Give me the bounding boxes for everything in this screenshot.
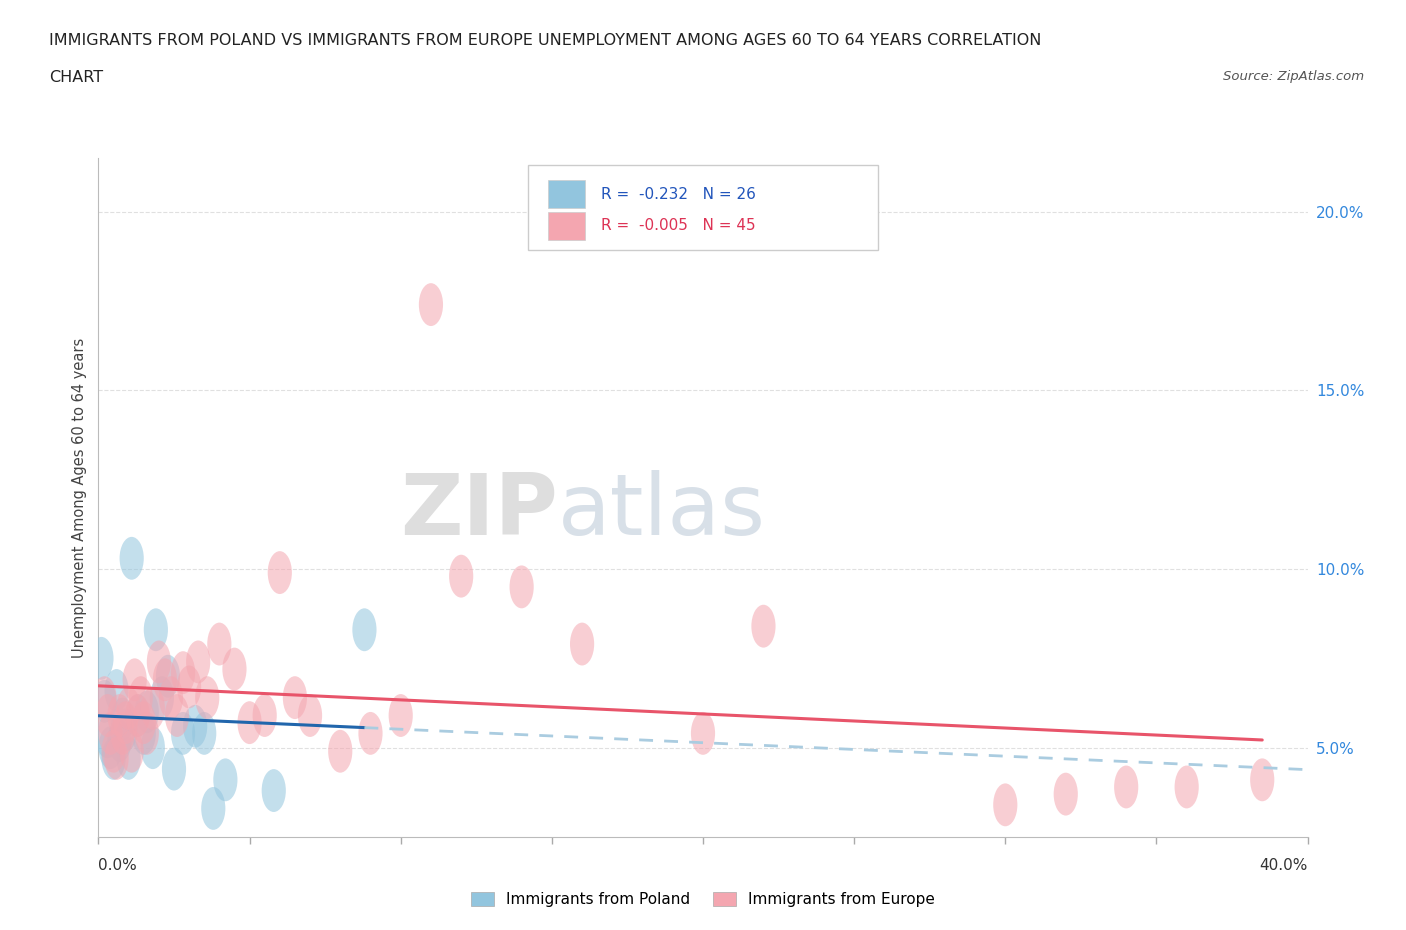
Y-axis label: Unemployment Among Ages 60 to 64 years: Unemployment Among Ages 60 to 64 years — [72, 338, 87, 658]
Bar — [548, 212, 585, 240]
Ellipse shape — [93, 680, 117, 723]
Ellipse shape — [98, 712, 122, 755]
Ellipse shape — [690, 712, 716, 755]
Ellipse shape — [262, 769, 285, 812]
Legend: Immigrants from Poland, Immigrants from Europe: Immigrants from Poland, Immigrants from … — [465, 885, 941, 913]
FancyBboxPatch shape — [527, 165, 879, 250]
Ellipse shape — [159, 676, 183, 719]
Ellipse shape — [1250, 758, 1274, 802]
Ellipse shape — [267, 551, 292, 594]
Ellipse shape — [388, 694, 413, 737]
Ellipse shape — [353, 608, 377, 651]
Ellipse shape — [107, 719, 132, 762]
Ellipse shape — [359, 712, 382, 755]
Ellipse shape — [195, 676, 219, 719]
Ellipse shape — [165, 694, 188, 737]
Ellipse shape — [120, 730, 143, 773]
Ellipse shape — [111, 712, 135, 755]
Ellipse shape — [449, 554, 474, 598]
Ellipse shape — [1114, 765, 1139, 808]
Ellipse shape — [141, 726, 165, 769]
Ellipse shape — [135, 690, 159, 734]
Ellipse shape — [117, 737, 141, 780]
Ellipse shape — [153, 658, 177, 701]
Text: 0.0%: 0.0% — [98, 857, 138, 872]
Ellipse shape — [111, 698, 135, 740]
Ellipse shape — [183, 705, 207, 748]
Ellipse shape — [146, 641, 172, 684]
Ellipse shape — [156, 655, 180, 698]
Ellipse shape — [177, 666, 201, 709]
Ellipse shape — [298, 694, 322, 737]
Ellipse shape — [107, 694, 132, 737]
Ellipse shape — [90, 637, 114, 680]
Ellipse shape — [207, 622, 232, 666]
Ellipse shape — [104, 669, 129, 712]
Ellipse shape — [122, 658, 146, 701]
Ellipse shape — [193, 712, 217, 755]
Ellipse shape — [104, 737, 129, 780]
Ellipse shape — [238, 701, 262, 744]
Ellipse shape — [125, 694, 150, 737]
Text: 40.0%: 40.0% — [1260, 857, 1308, 872]
Ellipse shape — [569, 622, 595, 666]
Ellipse shape — [135, 712, 159, 755]
Ellipse shape — [132, 712, 156, 755]
Ellipse shape — [150, 676, 174, 719]
Ellipse shape — [114, 701, 138, 744]
Ellipse shape — [1174, 765, 1199, 808]
Text: IMMIGRANTS FROM POLAND VS IMMIGRANTS FROM EUROPE UNEMPLOYMENT AMONG AGES 60 TO 6: IMMIGRANTS FROM POLAND VS IMMIGRANTS FRO… — [49, 33, 1042, 47]
Text: Source: ZipAtlas.com: Source: ZipAtlas.com — [1223, 70, 1364, 83]
Ellipse shape — [172, 712, 195, 755]
Ellipse shape — [129, 676, 153, 719]
Ellipse shape — [101, 730, 125, 773]
Ellipse shape — [96, 694, 120, 737]
Ellipse shape — [172, 651, 195, 694]
Ellipse shape — [114, 709, 138, 751]
Ellipse shape — [101, 737, 125, 780]
Ellipse shape — [283, 676, 307, 719]
Text: R =  -0.232   N = 26: R = -0.232 N = 26 — [602, 187, 756, 202]
Text: atlas: atlas — [558, 470, 766, 552]
Ellipse shape — [253, 694, 277, 737]
Ellipse shape — [201, 787, 225, 830]
Ellipse shape — [1053, 773, 1078, 816]
Bar — [548, 179, 585, 208]
Ellipse shape — [98, 726, 122, 769]
Ellipse shape — [125, 694, 150, 737]
Ellipse shape — [214, 758, 238, 802]
Text: CHART: CHART — [49, 70, 103, 85]
Ellipse shape — [120, 537, 143, 579]
Ellipse shape — [993, 783, 1018, 826]
Ellipse shape — [93, 676, 117, 719]
Ellipse shape — [509, 565, 534, 608]
Ellipse shape — [222, 647, 246, 690]
Ellipse shape — [328, 730, 353, 773]
Ellipse shape — [143, 608, 167, 651]
Ellipse shape — [132, 701, 156, 744]
Ellipse shape — [96, 715, 120, 758]
Ellipse shape — [162, 748, 186, 790]
Ellipse shape — [186, 641, 211, 684]
Ellipse shape — [419, 283, 443, 326]
Text: R =  -0.005   N = 45: R = -0.005 N = 45 — [602, 219, 756, 233]
Ellipse shape — [751, 604, 776, 647]
Ellipse shape — [117, 687, 141, 730]
Text: ZIP: ZIP — [401, 470, 558, 552]
Ellipse shape — [141, 687, 165, 730]
